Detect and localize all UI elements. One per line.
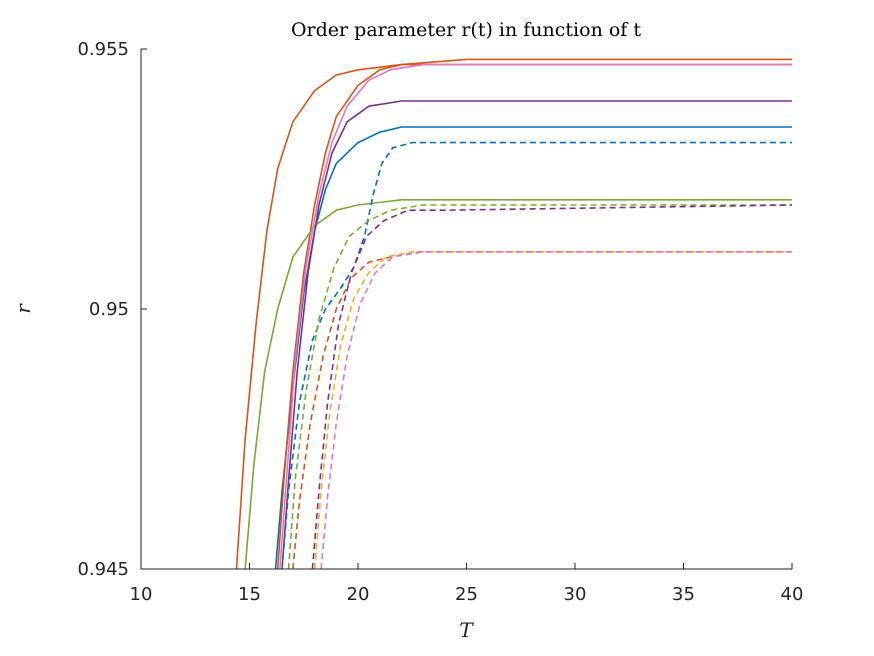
x-tick-label: 20 xyxy=(347,584,370,605)
series-line-7 xyxy=(281,141,792,570)
series-line-3 xyxy=(235,63,792,570)
x-tick-label: 10 xyxy=(130,584,153,605)
series-line-4 xyxy=(244,199,792,570)
plot-background xyxy=(141,49,792,569)
series-line-5 xyxy=(281,100,792,570)
chart-title: Order parameter r(t) in function of t xyxy=(291,19,641,41)
y-axis-label: r xyxy=(11,303,35,314)
series-line-1 xyxy=(274,126,792,570)
series-line-12 xyxy=(320,251,792,570)
x-tick-label: 35 xyxy=(672,584,695,605)
y-tick-label: 0.945 xyxy=(77,559,129,580)
series-line-2 xyxy=(276,58,792,570)
series-line-10 xyxy=(287,204,792,570)
series-line-6 xyxy=(279,63,792,570)
y-tick-label: 0.955 xyxy=(77,39,129,60)
series-line-9 xyxy=(313,251,792,570)
x-axis-label: T xyxy=(459,618,474,642)
x-tick-label: 40 xyxy=(781,584,804,605)
y-tick-label: 0.95 xyxy=(89,299,129,320)
x-tick-label: 15 xyxy=(238,584,261,605)
ticks-layer: 10 15 20 25 30 35 40 0.945 0.95 0.955 xyxy=(77,39,803,605)
x-tick-label: 30 xyxy=(564,584,587,605)
series-line-11 xyxy=(311,204,793,570)
x-tick-label: 25 xyxy=(455,584,478,605)
series-layer xyxy=(235,58,793,570)
